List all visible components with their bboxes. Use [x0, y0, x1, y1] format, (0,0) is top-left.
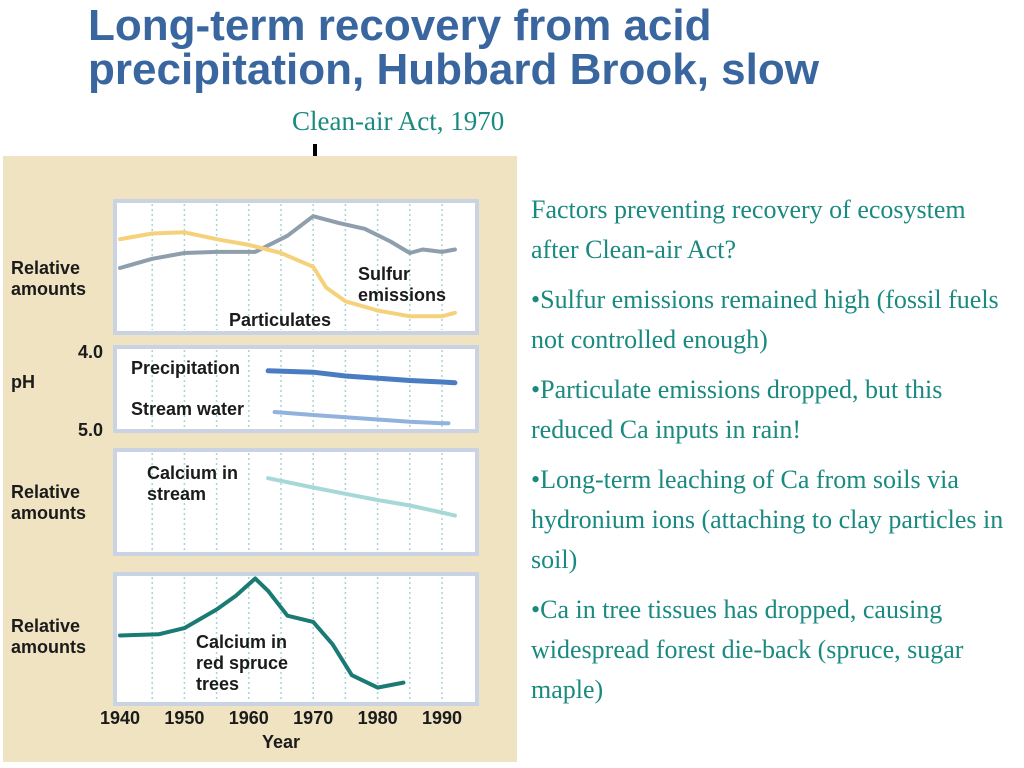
bullet-3: •Long-term leaching of Ca from soils via… — [531, 465, 1004, 574]
bullet-4: •Ca in tree tissues has dropped, causing… — [531, 595, 964, 704]
series-label-line: red spruce — [196, 653, 288, 673]
panel-emissions-background — [113, 199, 479, 335]
x-tick-label: 1960 — [229, 708, 269, 728]
x-tick-label: 1950 — [164, 708, 204, 728]
panel-ph-background — [113, 345, 479, 433]
series-label-line: Calcium in — [147, 463, 238, 483]
y-tick-label: 4.0 — [78, 342, 103, 362]
y-axis-label: pH — [11, 372, 35, 392]
y-axis-label-line: amounts — [11, 637, 86, 657]
series-label-line: Sulfur — [358, 264, 410, 284]
series-label-line: Particulates — [229, 310, 331, 330]
series-line-precipitation — [265, 368, 458, 386]
title-line-2: precipitation, Hubbard Brook, slow — [88, 45, 819, 94]
series-label: Stream water — [131, 399, 244, 419]
x-tick-label: 1940 — [100, 708, 140, 728]
series-label-line: trees — [196, 674, 239, 694]
y-axis-label: Relative amounts — [11, 258, 86, 299]
series-label: Calcium in red spruce trees — [196, 632, 288, 694]
y-axis-label-line: Relative — [11, 482, 80, 502]
y-tick-label: 5.0 — [78, 420, 103, 440]
series-label: Calcium in stream — [147, 463, 238, 504]
y-axis-label: Relative amounts — [11, 482, 86, 523]
panel-calcium-trees-background — [113, 572, 479, 706]
series-line-particulates — [118, 230, 457, 319]
series-line-sulfur-emissions — [118, 214, 457, 270]
y-axis-label-line: amounts — [11, 503, 86, 523]
series-label-line: Precipitation — [131, 358, 240, 378]
bullet-1: •Sulfur emissions remained high (fossil … — [531, 285, 999, 354]
x-tick-label: 1980 — [358, 708, 398, 728]
y-axis-label-line: Relative — [11, 616, 80, 636]
text-heading: Factors preventing recovery of ecosystem… — [531, 195, 966, 264]
y-axis-label-line: amounts — [11, 279, 86, 299]
y-axis-label-line: Relative — [11, 258, 80, 278]
clean-air-act-label: Clean-air Act, 1970 — [292, 106, 505, 136]
x-tick-label: 1990 — [422, 708, 462, 728]
y-axis-label: Relative amounts — [11, 616, 86, 657]
series-label: Sulfur emissions — [358, 264, 446, 305]
x-axis-label: Year — [262, 732, 300, 752]
series-label-line: Calcium in — [196, 632, 287, 652]
title-line-1: Long-term recovery from acid — [88, 1, 712, 50]
bullet-2: •Particulate emissions dropped, but this… — [531, 375, 943, 444]
series-label-line: stream — [147, 484, 206, 504]
series-line-stream-water — [272, 410, 451, 426]
series-label: Particulates — [229, 310, 331, 330]
series-line-calcium-in-stream — [266, 476, 457, 518]
side-text: Factors preventing recovery of ecosystem… — [531, 190, 1016, 720]
series-label: Precipitation — [131, 358, 240, 378]
series-label-line: Stream water — [131, 399, 244, 419]
x-tick-label: 1970 — [293, 708, 333, 728]
series-line-calcium-in-red-spruce-trees — [118, 576, 406, 690]
series-label-line: emissions — [358, 285, 446, 305]
panel-calcium-stream-background — [113, 448, 479, 556]
slide-title: Long-term recovery from acid precipitati… — [88, 4, 1008, 92]
